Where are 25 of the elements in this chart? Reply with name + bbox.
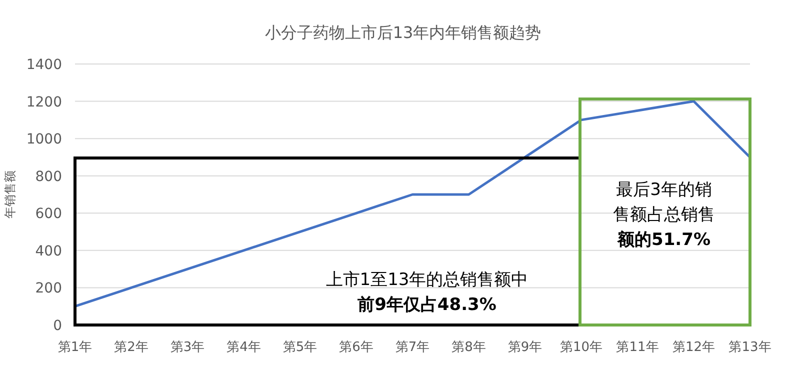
x-tick-label: 第10年 — [560, 340, 603, 355]
x-tick-label: 第9年 — [508, 340, 542, 355]
x-tick-label: 第5年 — [282, 340, 318, 355]
y-tick-label: 800 — [35, 168, 62, 185]
x-tick-label: 第13年 — [728, 340, 772, 355]
x-tick-label: 第6年 — [339, 340, 374, 355]
y-tick-label: 1200 — [26, 94, 62, 110]
y-tick-label: 200 — [35, 280, 62, 297]
y-tick-label: 1000 — [26, 132, 62, 148]
chart-title: 小分子药物上市后13年内年销售额趋势 — [264, 23, 542, 42]
x-tick-label: 第3年 — [170, 340, 205, 355]
annotation: 最后3年的销售额占总销售额的51.7% — [613, 180, 715, 250]
y-tick-label: 400 — [35, 243, 62, 260]
y-tick-label: 600 — [35, 206, 62, 222]
y-tick-label: 1400 — [26, 57, 62, 73]
x-tick-label: 第11年 — [616, 340, 659, 355]
x-tick-label: 第2年 — [114, 340, 148, 355]
x-tick-label: 第1年 — [58, 340, 92, 355]
y-axis-title: 年销售额 — [3, 170, 17, 218]
x-tick-label: 第7年 — [395, 340, 430, 355]
x-tick-label: 第4年 — [226, 340, 261, 355]
x-tick-label: 第12年 — [672, 340, 716, 355]
x-tick-label: 第8年 — [452, 340, 486, 355]
y-tick-label: 0 — [53, 318, 62, 334]
annotation: 上市1至13年的总销售额中前9年仅占48.3% — [326, 270, 528, 315]
